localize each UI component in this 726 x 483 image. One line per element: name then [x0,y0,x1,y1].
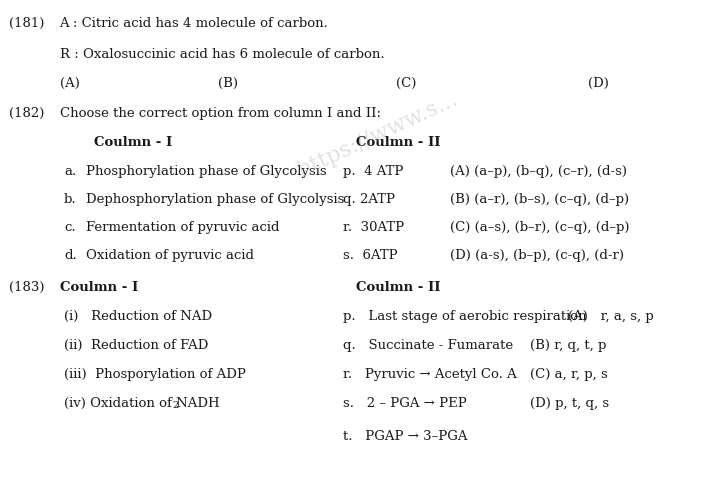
Text: (C) a, r, p, s: (C) a, r, p, s [530,368,608,381]
Text: s.  6ATP: s. 6ATP [343,249,397,262]
Text: Oxidation of pyruvic acid: Oxidation of pyruvic acid [86,249,253,262]
Text: a.: a. [64,165,76,178]
Text: (181): (181) [9,17,44,30]
Text: Coulmn - I: Coulmn - I [60,281,138,294]
Text: Coulmn - I: Coulmn - I [94,136,173,149]
Text: (i)   Reduction of NAD: (i) Reduction of NAD [64,310,212,323]
Text: q.   Succinate - Fumarate: q. Succinate - Fumarate [343,339,513,352]
Text: https://www.s...: https://www.s... [294,88,461,182]
Text: Coulmn - II: Coulmn - II [356,136,440,149]
Text: Dephosphorylation phase of Glycolysis: Dephosphorylation phase of Glycolysis [86,193,344,206]
Text: (iv) Oxidation of NADH: (iv) Oxidation of NADH [64,397,219,410]
Text: (D) p, t, q, s: (D) p, t, q, s [530,397,609,410]
Text: (183): (183) [9,281,44,294]
Text: r.  30ATP: r. 30ATP [343,221,404,234]
Text: (A): (A) [60,77,79,90]
Text: (A) (a–p), (b–q), (c–r), (d-s): (A) (a–p), (b–q), (c–r), (d-s) [450,165,627,178]
Text: (D): (D) [588,77,609,90]
Text: (A)   r, a, s, p: (A) r, a, s, p [568,310,653,323]
Text: 2: 2 [173,401,179,410]
Text: (iii)  Phosporylation of ADP: (iii) Phosporylation of ADP [64,368,246,381]
Text: (C): (C) [396,77,416,90]
Text: t.   PGAP → 3–PGA: t. PGAP → 3–PGA [343,430,467,443]
Text: A : Citric acid has 4 molecule of carbon.: A : Citric acid has 4 molecule of carbon… [60,17,328,30]
Text: (182): (182) [9,107,44,120]
Text: R : Oxalosuccinic acid has 6 molecule of carbon.: R : Oxalosuccinic acid has 6 molecule of… [60,48,384,61]
Text: q. 2ATP: q. 2ATP [343,193,395,206]
Text: d.: d. [64,249,77,262]
Text: Fermentation of pyruvic acid: Fermentation of pyruvic acid [86,221,280,234]
Text: (B) (a–r), (b–s), (c–q), (d–p): (B) (a–r), (b–s), (c–q), (d–p) [450,193,629,206]
Text: r.   Pyruvic → Acetyl Co. A: r. Pyruvic → Acetyl Co. A [343,368,516,381]
Text: Coulmn - II: Coulmn - II [356,281,440,294]
Text: Choose the correct option from column I and II:: Choose the correct option from column I … [60,107,380,120]
Text: s.   2 – PGA → PEP: s. 2 – PGA → PEP [343,397,466,410]
Text: (ii)  Reduction of FAD: (ii) Reduction of FAD [64,339,208,352]
Text: p.  4 ATP: p. 4 ATP [343,165,403,178]
Text: (C) (a–s), (b–r), (c–q), (d–p): (C) (a–s), (b–r), (c–q), (d–p) [450,221,629,234]
Text: (D) (a-s), (b–p), (c-q), (d-r): (D) (a-s), (b–p), (c-q), (d-r) [450,249,624,262]
Text: (B) r, q, t, p: (B) r, q, t, p [530,339,606,352]
Text: b.: b. [64,193,76,206]
Text: Phosphorylation phase of Glycolysis: Phosphorylation phase of Glycolysis [86,165,326,178]
Text: (B): (B) [218,77,238,90]
Text: c.: c. [64,221,76,234]
Text: p.   Last stage of aerobic respiration: p. Last stage of aerobic respiration [343,310,587,323]
